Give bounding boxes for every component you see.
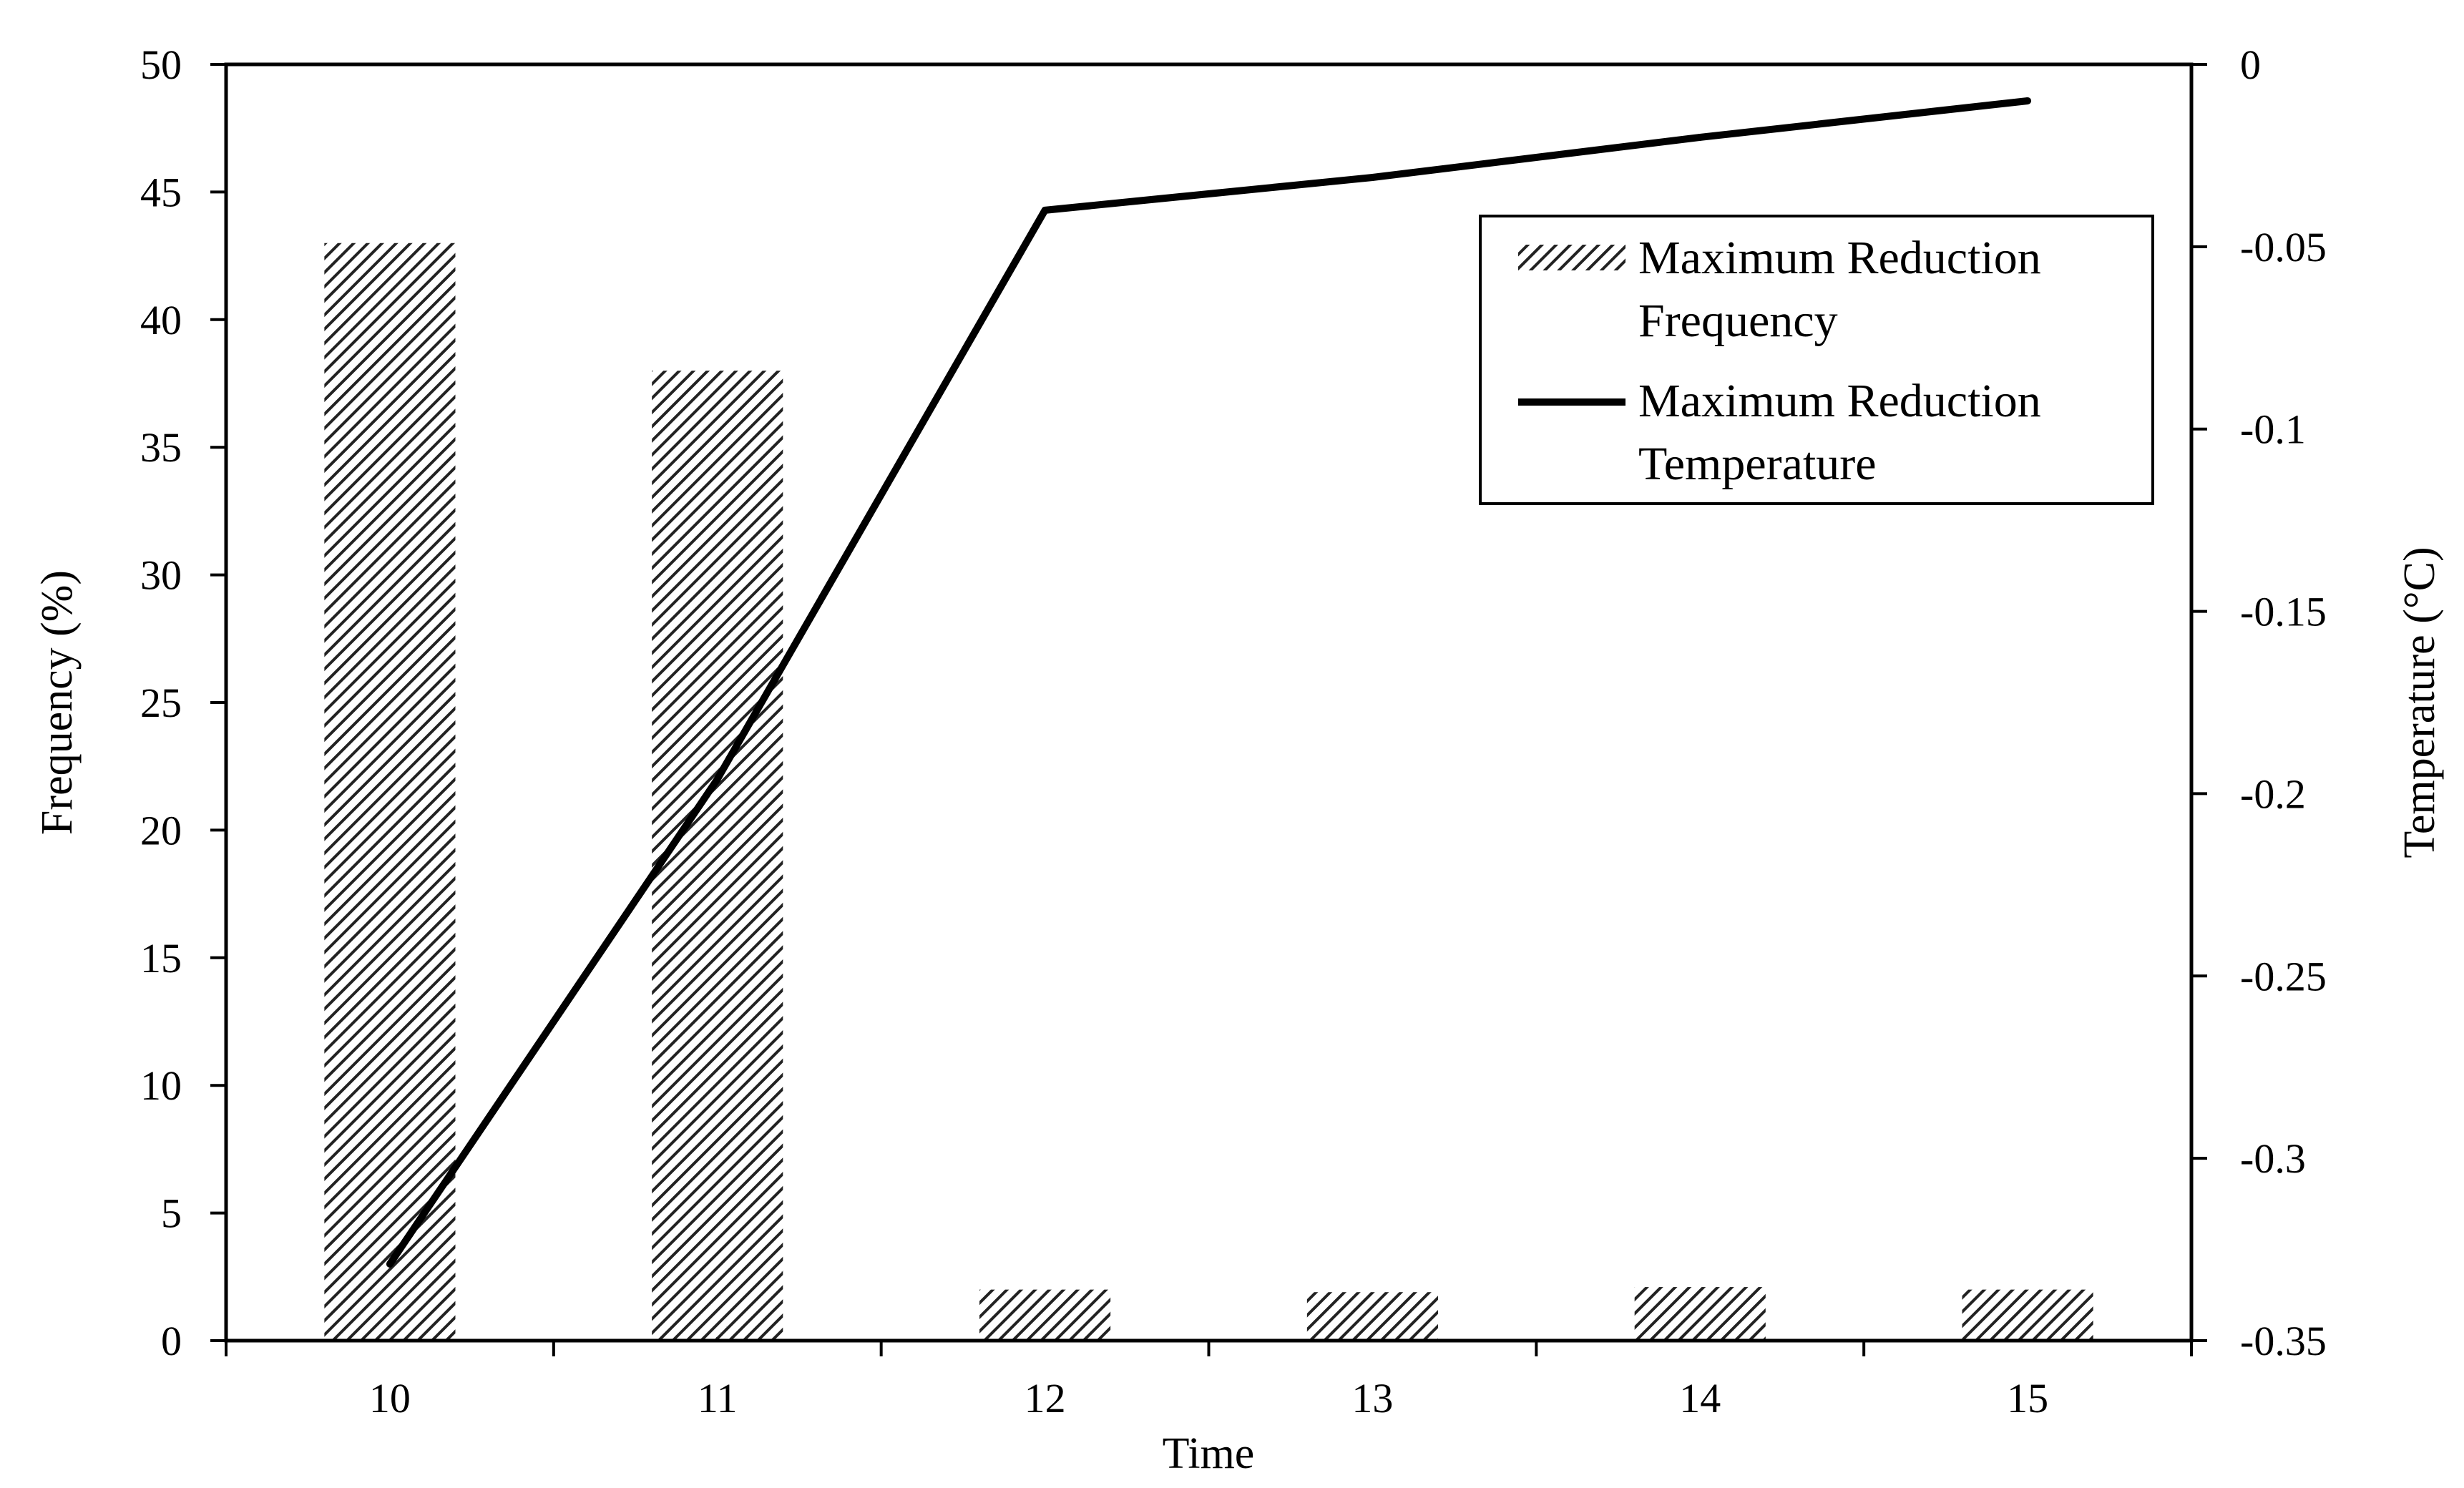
- temperature-point-12: [1041, 206, 1049, 214]
- x-axis-title: Time: [1163, 1429, 1255, 1478]
- bar-11: [652, 371, 783, 1341]
- left-tick-label: 30: [140, 552, 182, 599]
- left-tick-label: 50: [140, 41, 182, 88]
- right-tick-label: -0.2: [2240, 770, 2306, 817]
- temperature-line: [386, 97, 2028, 1266]
- legend-label-frequency-line2: Frequency: [1638, 295, 1838, 347]
- bar-14: [1634, 1287, 1766, 1341]
- temperature-point-10: [386, 1260, 393, 1268]
- legend-label-temperature-line2: Temperature: [1638, 438, 1877, 490]
- left-tick-label: 35: [140, 424, 182, 471]
- right-tick-label: -0.3: [2240, 1135, 2306, 1182]
- x-tick-label: 10: [369, 1375, 411, 1421]
- right-axis: -0.35 -0.3 -0.25 -0.2 -0.15 -0.1 -0.05 0: [2191, 41, 2327, 1364]
- right-tick-label: -0.15: [2240, 589, 2327, 635]
- bar-15: [1962, 1289, 2093, 1341]
- y2-axis-title: Temperature (°C): [2395, 547, 2444, 858]
- left-tick-label: 0: [161, 1318, 182, 1364]
- right-tick-label: -0.1: [2240, 406, 2306, 453]
- x-axis: 10 11 12 13 14 15: [225, 1341, 2193, 1421]
- right-tick-label: 0: [2240, 41, 2261, 88]
- left-tick-label: 40: [140, 297, 182, 343]
- right-tick-label: -0.35: [2240, 1318, 2327, 1364]
- bar-12: [979, 1289, 1111, 1341]
- x-tick-label: 13: [1351, 1375, 1393, 1421]
- x-tick-label: 15: [2007, 1375, 2048, 1421]
- temperature-point-13: [1369, 174, 1377, 182]
- left-tick-label: 25: [140, 680, 182, 726]
- left-axis: 0 5 10 15 20 25 30 35 40 45 50: [140, 41, 226, 1364]
- left-tick-label: 20: [140, 807, 182, 853]
- legend-label-frequency-line1: Maximum Reduction: [1638, 232, 2041, 284]
- bar-10: [324, 243, 456, 1341]
- right-tick-label: -0.25: [2240, 953, 2327, 999]
- temperature-point-14: [1696, 133, 1704, 141]
- legend-label-temperature-line1: Maximum Reduction: [1638, 375, 2041, 427]
- x-tick-label: 11: [698, 1375, 738, 1421]
- right-tick-label: -0.05: [2240, 224, 2327, 270]
- x-tick-label: 14: [1679, 1375, 1721, 1421]
- left-tick-label: 15: [140, 935, 182, 982]
- left-tick-label: 10: [140, 1062, 182, 1109]
- temperature-point-11: [713, 775, 721, 783]
- left-tick-label: 45: [140, 169, 182, 215]
- temperature-point-15: [2024, 97, 2032, 104]
- bar-series: [324, 243, 2093, 1341]
- legend-swatch-frequency: [1518, 245, 1625, 270]
- legend: Maximum Reduction Frequency Maximum Redu…: [1479, 215, 2154, 505]
- line-series: [386, 97, 2032, 1268]
- bar-13: [1306, 1292, 1438, 1341]
- y-axis-title: Frequency (%): [33, 570, 82, 835]
- left-tick-label: 5: [161, 1190, 182, 1237]
- x-tick-label: 12: [1025, 1375, 1066, 1421]
